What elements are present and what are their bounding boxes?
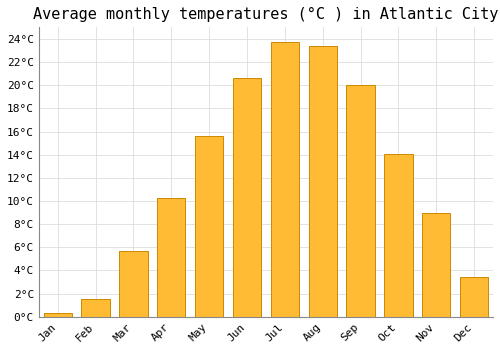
Bar: [82, 300, 110, 317]
Bar: [308, 46, 337, 317]
Bar: [346, 85, 375, 317]
Bar: [384, 154, 412, 317]
Bar: [270, 42, 299, 317]
Bar: [119, 251, 148, 317]
Bar: [422, 212, 450, 317]
Bar: [195, 136, 224, 317]
Bar: [233, 78, 261, 317]
Title: Average monthly temperatures (°C ) in Atlantic City: Average monthly temperatures (°C ) in At…: [33, 7, 498, 22]
Bar: [157, 197, 186, 317]
Bar: [460, 278, 488, 317]
Bar: [44, 313, 72, 317]
